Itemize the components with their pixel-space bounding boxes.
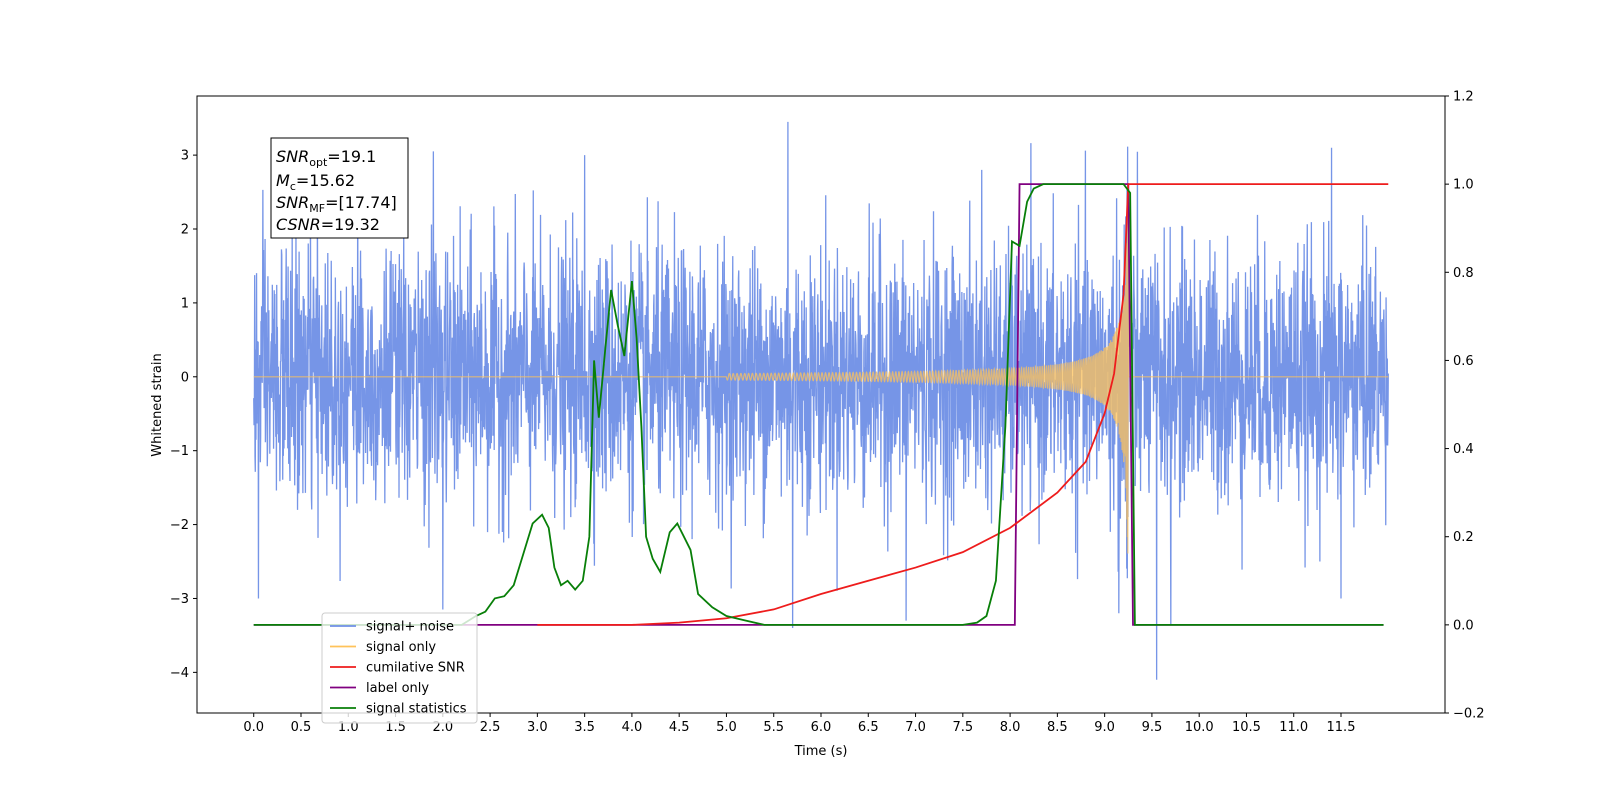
x-tick-label: 11.0 — [1279, 720, 1308, 735]
x-tick-label: 4.0 — [622, 720, 643, 735]
y-tick-label: 2 — [181, 223, 189, 238]
right-y-axis-ticks: 1.2 1.0 0.8 0.6 0.4 0.2 0.0 −0.2 — [1445, 90, 1485, 722]
legend-label: signal statistics — [366, 702, 467, 717]
x-tick-label: 8.5 — [1047, 720, 1068, 735]
x-tick-label: 6.5 — [858, 720, 879, 735]
x-tick-label: 7.5 — [952, 720, 973, 735]
y-tick-label: −3 — [170, 592, 189, 607]
legend-label: cumilative SNR — [366, 661, 465, 676]
y-tick-label: 1 — [181, 296, 189, 311]
x-tick-label: 10.5 — [1232, 720, 1261, 735]
legend: signal+ noise signal only cumilative SNR la… — [321, 612, 478, 724]
y-tick-label: −4 — [170, 666, 189, 681]
annotation-mc: Mc=15.62 — [276, 171, 355, 193]
legend-label: label only — [366, 681, 429, 696]
x-tick-label: 7.0 — [905, 720, 926, 735]
series-signal-statistics-line — [253, 183, 1384, 626]
x-tick-label: 4.5 — [669, 720, 690, 735]
x-tick-label: 1.5 — [385, 720, 406, 735]
right-y-tick-label: 1.2 — [1453, 90, 1474, 105]
stats-annotation-box: SNRopt=19.1 Mc=15.62 SNRMF=[17.74] CSNR=… — [270, 137, 409, 239]
x-tick-label: 5.0 — [716, 720, 737, 735]
y-tick-label: −1 — [170, 444, 189, 459]
y-tick-label: −2 — [170, 518, 189, 533]
x-tick-label: 0.0 — [243, 720, 264, 735]
legend-label: signal+ noise — [366, 620, 454, 635]
x-tick-label: 3.0 — [527, 720, 548, 735]
series-signal-noise-line — [253, 121, 1389, 680]
x-tick-label: 9.0 — [1094, 720, 1115, 735]
x-tick-label: 6.0 — [811, 720, 832, 735]
x-tick-label: 0.5 — [291, 720, 312, 735]
annotation-snr-opt: SNRopt=19.1 — [276, 147, 376, 169]
x-tick-label: 1.0 — [338, 720, 359, 735]
right-y-tick-label: 0.0 — [1453, 618, 1474, 633]
x-tick-label: 2.0 — [432, 720, 453, 735]
x-tick-label: 3.5 — [574, 720, 595, 735]
y-axis-ticks: 3 2 1 0 −1 −2 −3 −4 — [170, 149, 197, 681]
series-signal-only-line — [253, 200, 1389, 554]
right-y-tick-label: 0.6 — [1453, 354, 1474, 369]
x-axis-ticks: 0.0 0.5 1.0 1.5 2.0 2.5 3.0 3.5 4.0 4.5 5.0 5.5 6.0 6… — [243, 713, 1355, 735]
x-tick-label: 11.5 — [1327, 720, 1356, 735]
x-axis-label: Time (s) — [794, 744, 848, 759]
x-tick-label: 2.5 — [480, 720, 501, 735]
y-tick-label: 0 — [181, 370, 189, 385]
annotation-csnr: CSNR=19.32 — [276, 215, 380, 234]
x-tick-label: 8.0 — [1000, 720, 1021, 735]
series-cumulative-snr-line — [537, 183, 1389, 626]
x-tick-label: 10.0 — [1185, 720, 1214, 735]
right-y-tick-label: 0.4 — [1453, 442, 1474, 457]
right-y-tick-label: 0.8 — [1453, 266, 1474, 281]
x-tick-label: 5.5 — [763, 720, 784, 735]
legend-label: signal only — [366, 640, 436, 655]
right-y-tick-label: 0.2 — [1453, 530, 1474, 545]
plot-series — [253, 121, 1389, 680]
x-tick-label: 9.5 — [1142, 720, 1163, 735]
annotation-snr-mf: SNRMF=[17.74] — [276, 193, 397, 215]
y-tick-label: 3 — [181, 149, 189, 164]
y-axis-label: Whitened strain — [150, 353, 165, 456]
right-y-tick-label: −0.2 — [1453, 707, 1485, 722]
right-y-tick-label: 1.0 — [1453, 178, 1474, 193]
